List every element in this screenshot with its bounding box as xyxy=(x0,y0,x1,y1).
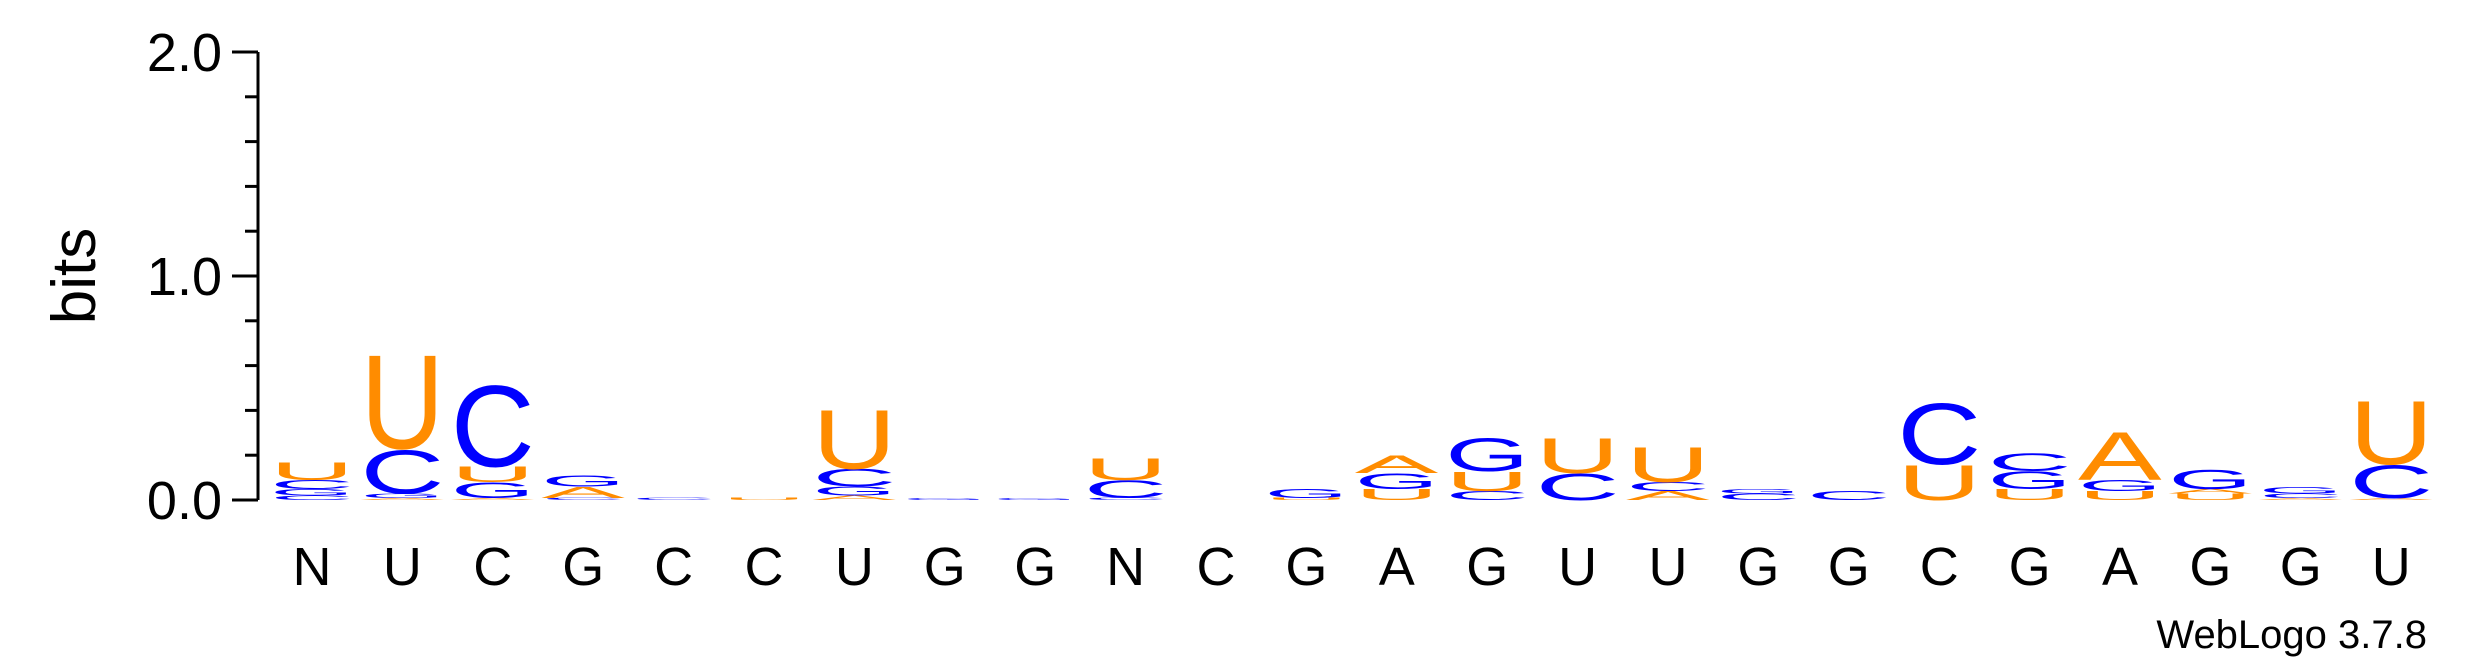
logo-letter-g: G xyxy=(1264,487,1348,501)
logo-letter-g: G xyxy=(993,497,1077,500)
x-tick-label: U xyxy=(383,537,422,597)
logo-letter-u: U xyxy=(1264,497,1348,500)
logo-letter-c: C xyxy=(1807,489,1891,503)
logo-letter-a: A xyxy=(1626,489,1710,503)
x-tick-label: G xyxy=(1285,537,1327,597)
logo-letter-a: A xyxy=(451,497,535,500)
logo-letter-u: U xyxy=(1445,465,1529,497)
logo-letter-g: G xyxy=(1445,429,1529,481)
x-tick-label: U xyxy=(1558,537,1597,597)
x-tick-label: C xyxy=(473,537,512,597)
x-tick-label: C xyxy=(654,537,693,597)
x-tick-label: G xyxy=(562,537,604,597)
logo-letter-g: G xyxy=(1988,466,2072,494)
logo-letter-c: C xyxy=(451,362,535,492)
logo-letter-u: U xyxy=(360,327,444,478)
x-tick-label: U xyxy=(1649,537,1688,597)
x-tick-label: G xyxy=(1014,537,1056,597)
logo-letter-g: G xyxy=(541,473,625,490)
logo-letter-u: U xyxy=(2078,489,2162,503)
logo-letter-a: A xyxy=(812,494,897,501)
logo-letter-u: U xyxy=(1988,486,2072,504)
logo-letter-u: U xyxy=(1626,437,1710,493)
logo-letter-g: G xyxy=(2168,463,2252,494)
logo-letter-u: U xyxy=(722,497,806,500)
logo-letter-c: C xyxy=(1084,497,1168,500)
x-tick-label: C xyxy=(745,537,784,597)
logo-letter-a: A xyxy=(2259,497,2343,500)
logo-letter-c: C xyxy=(2259,492,2343,499)
logo-letter-a: A xyxy=(2349,497,2433,500)
x-tick-label: G xyxy=(1466,537,1508,597)
logo-letter-u: U xyxy=(1084,452,1168,487)
x-tick-label: G xyxy=(2280,537,2322,597)
logo-letter-c: C xyxy=(632,497,716,500)
logo-letter-a: A xyxy=(541,484,625,502)
logo-letter-c: C xyxy=(270,494,354,501)
x-tick-label: G xyxy=(1737,537,1779,597)
x-tick-label: A xyxy=(2102,537,2138,597)
logo-letter-c: C xyxy=(812,464,896,492)
logo-letter-c: C xyxy=(1084,475,1168,503)
logo-letter-u: U xyxy=(451,462,535,487)
logo-letter-a: A xyxy=(360,497,444,500)
logo-letter-g: G xyxy=(451,478,535,503)
logo-letter-c: C xyxy=(360,436,444,506)
y-ticks: 0.0 1.0 2.0 xyxy=(147,23,258,531)
logo-letter-u: U xyxy=(1536,428,1620,484)
x-tick-label: G xyxy=(924,537,966,597)
x-tick-label: C xyxy=(1197,537,1236,597)
logo-letter-g: G xyxy=(2259,485,2343,495)
logo-letter-c: C xyxy=(1626,480,1710,494)
x-tick-label: N xyxy=(293,537,332,597)
x-tick-label: U xyxy=(835,537,874,597)
logo-letter-u: U xyxy=(2349,383,2433,484)
logo-letter-g: G xyxy=(1355,469,1439,494)
logo-letter-g: G xyxy=(1716,488,1800,495)
logo-letter-c: C xyxy=(1445,489,1529,503)
x-tick-label: A xyxy=(1379,537,1415,597)
logo-letter-c: C xyxy=(1988,448,2072,476)
x-tick-label: C xyxy=(1920,537,1959,597)
x-tick-label: G xyxy=(1828,537,1870,597)
y-axis: 0.0 1.0 2.0 bits xyxy=(40,23,260,531)
logo-letter-g: G xyxy=(812,484,896,498)
x-tick-label: G xyxy=(2189,537,2231,597)
logo-letter-a: A xyxy=(2168,488,2253,495)
logo-letter-u: U xyxy=(812,392,896,487)
y-tick-label: 0.0 xyxy=(147,471,222,531)
x-tick-label: G xyxy=(2009,537,2051,597)
logo-letter-g: G xyxy=(360,492,444,499)
logo-letter-c: C xyxy=(1716,492,1800,502)
logo-letter-u: U xyxy=(270,457,354,485)
logo-letter-c: C xyxy=(1536,467,1620,509)
logo-letter-c: C xyxy=(541,497,625,500)
logo-letter-u: U xyxy=(2168,492,2252,502)
logo-letter-c: C xyxy=(270,477,354,491)
logo-letter-g: G xyxy=(903,497,987,500)
x-tick-label: U xyxy=(2372,537,2411,597)
logo-letter-u: U xyxy=(1897,455,1981,511)
logo-letter-c: C xyxy=(1897,385,1981,483)
x-tick-label: N xyxy=(1106,537,1145,597)
logo-letter-c: C xyxy=(2349,455,2433,507)
weblogo-credit: WebLogo 3.7.8 xyxy=(2156,613,2427,657)
logo-letter-a: A xyxy=(2078,418,2162,495)
logo-letter-u: U xyxy=(1355,486,1439,504)
logo-letter-g: G xyxy=(2078,477,2162,494)
logo-letter-a: A xyxy=(1355,451,1440,479)
y-tick-label: 1.0 xyxy=(147,247,222,307)
y-tick-label: 2.0 xyxy=(147,23,222,83)
y-axis-label: bits xyxy=(40,228,109,324)
logo-letter-g: G xyxy=(270,487,354,497)
